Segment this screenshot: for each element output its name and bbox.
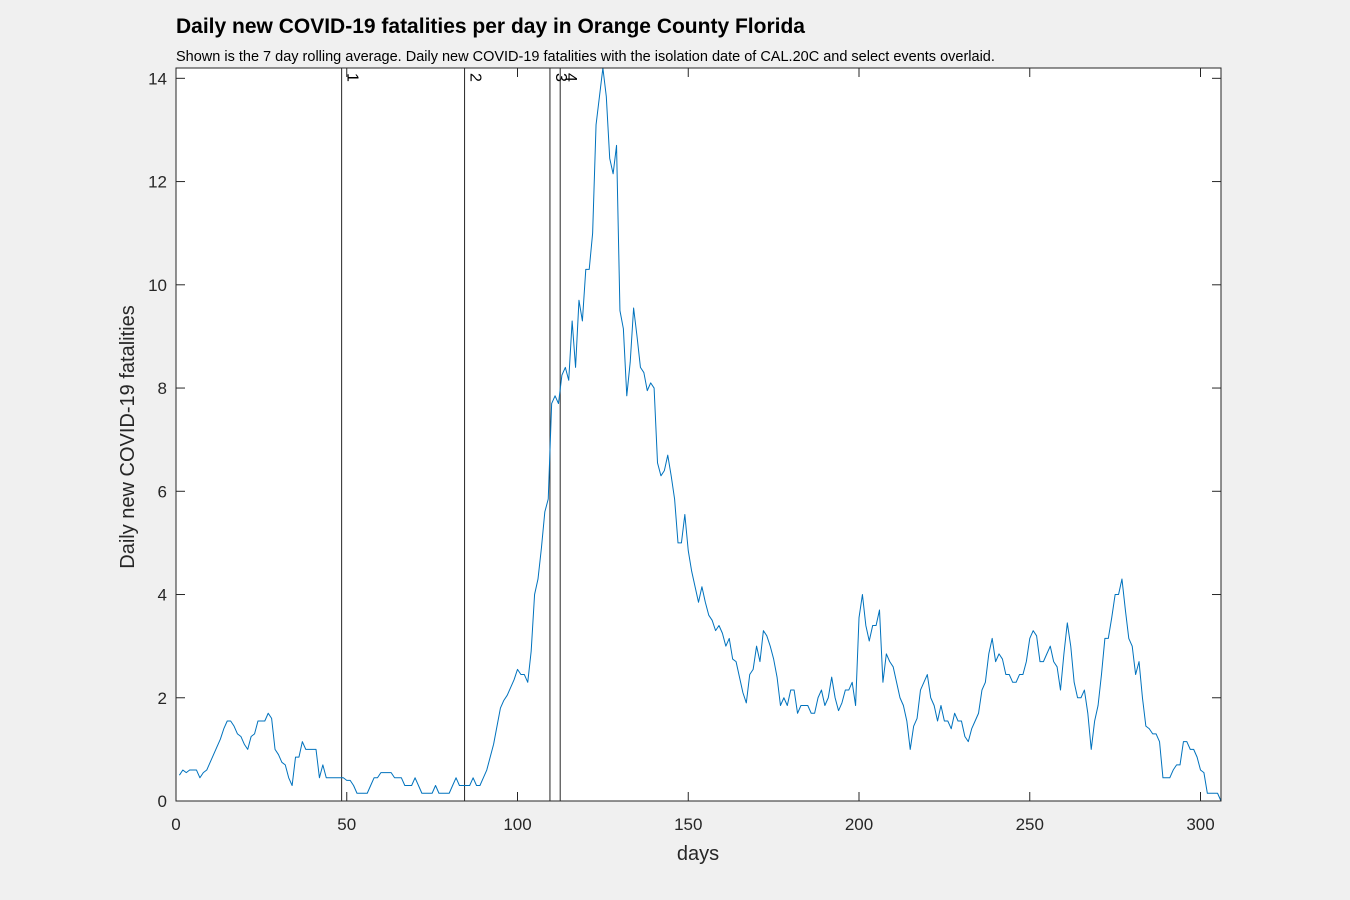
- plot-box: [175, 67, 1222, 802]
- chart-title: Daily new COVID-19 fatalities per day in…: [176, 15, 805, 38]
- chart-subtitle: Shown is the 7 day rolling average. Dail…: [176, 49, 995, 65]
- y-tick-label: 14: [148, 69, 167, 88]
- x-tick-label: 0: [171, 815, 180, 834]
- event-label-2: 2: [467, 73, 484, 82]
- y-tick-label: 6: [158, 482, 167, 501]
- series-line-0: [179, 67, 1222, 802]
- y-tick-label: 8: [158, 379, 167, 398]
- y-tick-label: 2: [158, 689, 167, 708]
- y-tick-label: 0: [158, 792, 167, 811]
- x-tick-label: 200: [845, 815, 873, 834]
- x-tick-label: 250: [1016, 815, 1044, 834]
- event-label-4: 4: [562, 73, 579, 82]
- x-tick-label: 50: [337, 815, 356, 834]
- series-layer: [179, 67, 1222, 802]
- y-tick-label: 4: [158, 586, 167, 605]
- x-tick-label: 150: [674, 815, 702, 834]
- event-label-1: 1: [344, 73, 361, 82]
- y-axis-label: Daily new COVID-19 fatalities: [117, 305, 139, 568]
- plot-area: [176, 68, 1221, 801]
- event-markers: 1234: [341, 68, 579, 801]
- y-tick-label: 10: [148, 276, 167, 295]
- y-tick-label: 12: [148, 173, 167, 192]
- x-tick-label: 100: [503, 815, 531, 834]
- x-axis-label: days: [677, 843, 719, 865]
- x-tick-label: 300: [1186, 815, 1214, 834]
